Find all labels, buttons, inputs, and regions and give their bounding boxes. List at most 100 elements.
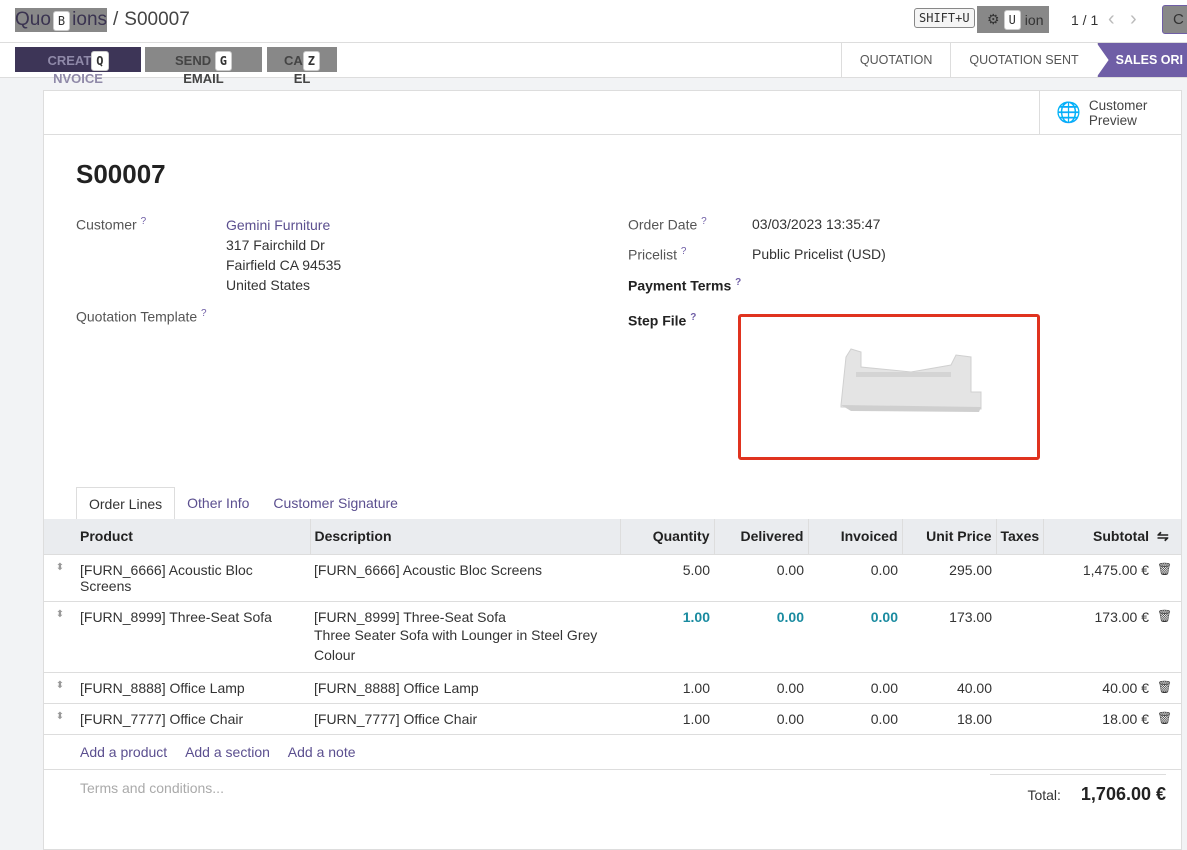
payment-terms-label: Payment Terms ? bbox=[628, 277, 741, 294]
col-subtotal[interactable]: Subtotal bbox=[1043, 519, 1153, 554]
cell-delivered[interactable]: 0.00 bbox=[714, 600, 808, 672]
notebook-tabs: Order Lines Other Info Customer Signatur… bbox=[76, 487, 410, 521]
cell-quantity[interactable]: 1.00 bbox=[620, 702, 714, 734]
col-invoiced[interactable]: Invoiced bbox=[808, 519, 903, 554]
add-product-link[interactable]: Add a product bbox=[80, 743, 168, 760]
table-row[interactable]: ⬍ [FURN_7777] Office Chair [FURN_7777] O… bbox=[44, 702, 1181, 734]
cell-taxes[interactable] bbox=[996, 553, 1044, 601]
cell-description[interactable]: [FURN_8888] Office Lamp bbox=[310, 671, 620, 703]
cell-description[interactable]: [FURN_8999] Three-Seat Sofa Three Seater … bbox=[310, 600, 620, 672]
cell-delivered[interactable]: 0.00 bbox=[714, 702, 808, 734]
quotation-template-label: Quotation Template ? bbox=[76, 308, 207, 325]
preview-label: Customer bbox=[1088, 98, 1148, 113]
col-taxes[interactable]: Taxes bbox=[996, 519, 1045, 554]
col-unit-price[interactable]: Unit Price bbox=[902, 519, 997, 554]
cell-product[interactable]: [FURN_6666] Acoustic Bloc Screens bbox=[76, 553, 310, 601]
create-invoice-button[interactable]: CREAT QNVOICE bbox=[15, 47, 141, 86]
table-row[interactable]: ⬍ [FURN_8999] Three-Seat Sofa [FURN_8999… bbox=[44, 600, 1181, 672]
status-sales-order[interactable]: SALES ORI bbox=[1096, 43, 1187, 77]
col-quantity[interactable]: Quantity bbox=[620, 519, 715, 554]
cell-unit-price[interactable]: 18.00 bbox=[902, 702, 996, 734]
pager-prev-icon[interactable]: ‹ bbox=[1108, 8, 1115, 30]
tab-order-lines[interactable]: Order Lines bbox=[76, 487, 176, 521]
cell-quantity[interactable]: 1.00 bbox=[620, 671, 714, 703]
cell-invoiced[interactable]: 0.00 bbox=[808, 600, 902, 672]
description-line: [FURN_7777] Office Chair bbox=[314, 710, 478, 727]
label-text: Customer bbox=[76, 216, 137, 233]
help-icon[interactable]: ? bbox=[201, 308, 207, 319]
hotkey-badge: B bbox=[52, 11, 71, 31]
create-button[interactable]: C bbox=[1162, 5, 1187, 34]
breadcrumb-text: Quo bbox=[15, 9, 51, 30]
cell-subtotal: 40.00 € bbox=[1043, 671, 1153, 703]
trash-icon[interactable]: 🗑 bbox=[1153, 600, 1181, 672]
cell-quantity[interactable]: 5.00 bbox=[620, 553, 714, 601]
tab-other-info[interactable]: Other Info bbox=[187, 495, 250, 511]
total-value: 1,706.00 € bbox=[1080, 784, 1166, 804]
trash-icon[interactable]: 🗑 bbox=[1153, 553, 1181, 601]
header-handle bbox=[44, 519, 76, 554]
drag-handle-icon[interactable]: ⬍ bbox=[44, 702, 76, 734]
help-icon[interactable]: ? bbox=[701, 216, 707, 227]
help-icon[interactable]: ? bbox=[690, 312, 697, 323]
cell-product[interactable]: [FURN_8888] Office Lamp bbox=[76, 671, 310, 703]
action-label: ion bbox=[1024, 11, 1044, 28]
help-icon[interactable]: ? bbox=[140, 216, 147, 227]
statusbar: CREAT QNVOICE SEND GEMAIL CA ZEL QUOTATION… bbox=[0, 43, 1187, 86]
help-icon[interactable]: ? bbox=[735, 277, 742, 288]
pager-next-icon[interactable]: › bbox=[1130, 8, 1137, 30]
cell-invoiced[interactable]: 0.00 bbox=[808, 702, 902, 734]
order-date-field[interactable]: 03/03/2023 13:35:47 bbox=[752, 216, 881, 232]
hotkey-badge: Q bbox=[91, 51, 109, 71]
status-quotation[interactable]: QUOTATION bbox=[840, 43, 950, 77]
cell-invoiced[interactable]: 0.00 bbox=[808, 671, 902, 703]
table-row[interactable]: ⬍ [FURN_8888] Office Lamp [FURN_8888] Of… bbox=[44, 671, 1181, 703]
cell-description[interactable]: [FURN_6666] Acoustic Bloc Screens bbox=[310, 553, 620, 601]
trash-icon[interactable]: 🗑 bbox=[1153, 702, 1181, 734]
help-icon[interactable]: ? bbox=[680, 246, 687, 257]
send-email-button[interactable]: SEND GEMAIL bbox=[145, 47, 262, 86]
col-description[interactable]: Description bbox=[310, 519, 621, 554]
step-file-preview[interactable] bbox=[738, 314, 1040, 460]
description-line: [FURN_8999] Three-Seat Sofa bbox=[314, 608, 506, 625]
3d-model-thumbnail bbox=[840, 348, 982, 412]
col-product[interactable]: Product bbox=[76, 519, 311, 554]
cell-product[interactable]: [FURN_8999] Three-Seat Sofa bbox=[76, 600, 310, 672]
cell-unit-price[interactable]: 40.00 bbox=[902, 671, 996, 703]
table-row[interactable]: ⬍ [FURN_6666] Acoustic Bloc Screens [FUR… bbox=[44, 553, 1181, 601]
page-title: S00007 bbox=[76, 159, 166, 189]
cell-unit-price[interactable]: 173.00 bbox=[902, 600, 996, 672]
terms-input[interactable]: Terms and conditions... bbox=[80, 780, 224, 796]
pager-value[interactable]: 1 / 1 bbox=[1071, 12, 1099, 28]
cancel-button[interactable]: CA ZEL bbox=[267, 47, 337, 86]
customer-preview-button[interactable]: 🌐 Customer Preview bbox=[1039, 91, 1181, 135]
cell-delivered[interactable]: 0.00 bbox=[714, 553, 808, 601]
optional-columns-icon[interactable]: ⇋ bbox=[1153, 519, 1181, 554]
cell-delivered[interactable]: 0.00 bbox=[714, 671, 808, 703]
cell-taxes[interactable] bbox=[996, 600, 1044, 672]
cell-taxes[interactable] bbox=[996, 671, 1044, 703]
cell-unit-price[interactable]: 295.00 bbox=[902, 553, 996, 601]
cell-invoiced[interactable]: 0.00 bbox=[808, 553, 902, 601]
tab-customer-signature[interactable]: Customer Signature bbox=[273, 495, 398, 511]
add-note-link[interactable]: Add a note bbox=[287, 743, 356, 760]
status-quotation-sent[interactable]: QUOTATION SENT bbox=[950, 43, 1096, 77]
cell-product[interactable]: [FURN_7777] Office Chair bbox=[76, 702, 310, 734]
drag-handle-icon[interactable]: ⬍ bbox=[44, 553, 76, 601]
cell-taxes[interactable] bbox=[996, 702, 1044, 734]
drag-handle-icon[interactable]: ⬍ bbox=[44, 671, 76, 703]
drag-handle-icon[interactable]: ⬍ bbox=[44, 600, 76, 672]
col-delivered[interactable]: Delivered bbox=[714, 519, 809, 554]
pricelist-label: Pricelist ? bbox=[628, 246, 686, 263]
pricelist-field[interactable]: Public Pricelist (USD) bbox=[752, 246, 886, 262]
form-sheet: 🌐 Customer Preview S00007 Customer ? Gemi… bbox=[43, 90, 1182, 850]
cell-quantity[interactable]: 1.00 bbox=[620, 600, 714, 672]
trash-icon[interactable]: 🗑 bbox=[1153, 671, 1181, 703]
add-section-link[interactable]: Add a section bbox=[185, 743, 270, 760]
cell-description[interactable]: [FURN_7777] Office Chair bbox=[310, 702, 620, 734]
customer-link[interactable]: Gemini Furniture bbox=[226, 217, 331, 233]
